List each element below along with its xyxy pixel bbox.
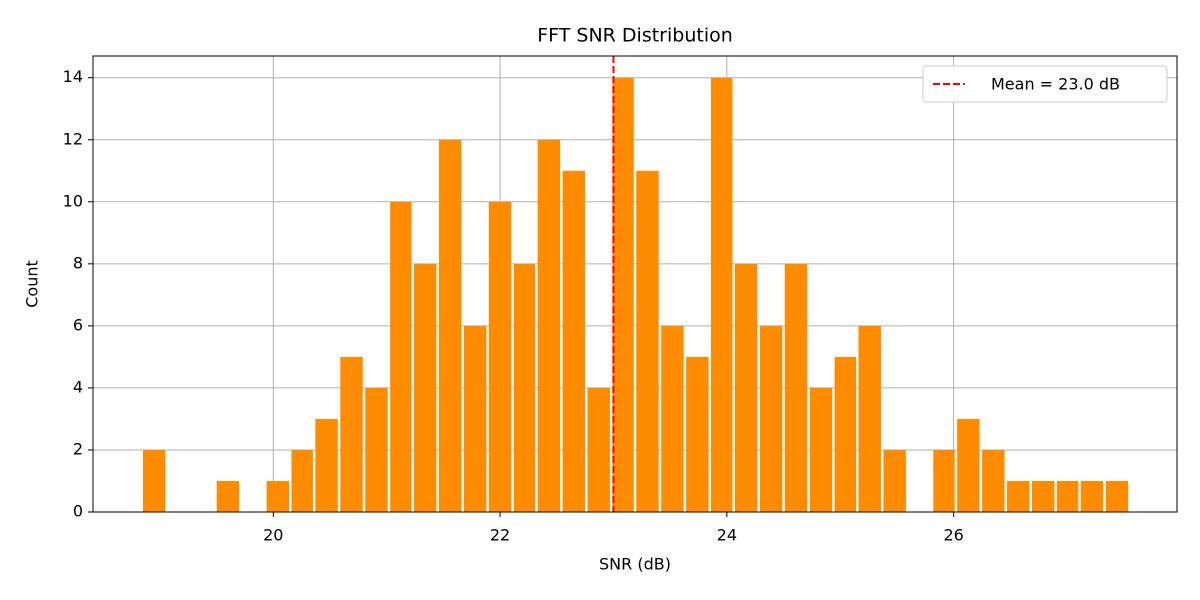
y-axis-label: Count (23, 260, 42, 308)
bar (340, 356, 363, 512)
bar (587, 387, 610, 512)
chart-title: FFT SNR Distribution (537, 25, 733, 47)
legend-label: Mean = 23.0 dB (991, 75, 1120, 94)
bar (612, 77, 634, 512)
plot-frame (92, 55, 1178, 513)
y-tick-label: 2 (73, 439, 83, 458)
bar (834, 356, 857, 512)
bar (562, 170, 585, 512)
bar (1007, 480, 1030, 512)
bar (1056, 480, 1079, 512)
x-tick-label: 22 (490, 526, 510, 545)
bar (661, 325, 684, 512)
bar (858, 325, 881, 512)
bar (438, 139, 462, 512)
x-tick-label: 26 (943, 526, 963, 545)
y-tick-label: 14 (63, 67, 83, 86)
bar (488, 201, 512, 513)
bar (390, 201, 412, 513)
x-axis-label: SNR (dB) (599, 555, 671, 574)
bar (784, 263, 808, 512)
bar (537, 139, 561, 512)
y-tick-label: 0 (73, 502, 83, 521)
x-tick-label: 24 (717, 526, 737, 545)
bar (365, 387, 388, 512)
y-tick-label: 4 (73, 377, 83, 396)
bar (711, 77, 733, 512)
bar (686, 356, 709, 512)
bar (513, 263, 536, 512)
x-tick-label: 20 (263, 526, 283, 545)
bar (957, 418, 980, 512)
bar (463, 325, 487, 512)
bar (266, 480, 290, 512)
bar (315, 418, 338, 512)
bar (1031, 480, 1055, 512)
bar (809, 387, 833, 512)
legend (922, 65, 1168, 103)
bar (734, 263, 758, 512)
bar (414, 263, 437, 512)
bar (982, 449, 1005, 512)
bar (933, 449, 955, 512)
y-tick-label: 8 (73, 253, 83, 272)
bar (1105, 480, 1129, 512)
y-tick-label: 6 (73, 315, 83, 334)
bar (143, 449, 166, 512)
y-tick-label: 10 (63, 191, 83, 210)
bar (291, 449, 313, 512)
bar (216, 480, 240, 512)
bar (636, 170, 659, 512)
y-tick-label: 12 (63, 129, 83, 148)
bar (1080, 480, 1104, 512)
bar (759, 325, 783, 512)
bar (883, 449, 906, 512)
